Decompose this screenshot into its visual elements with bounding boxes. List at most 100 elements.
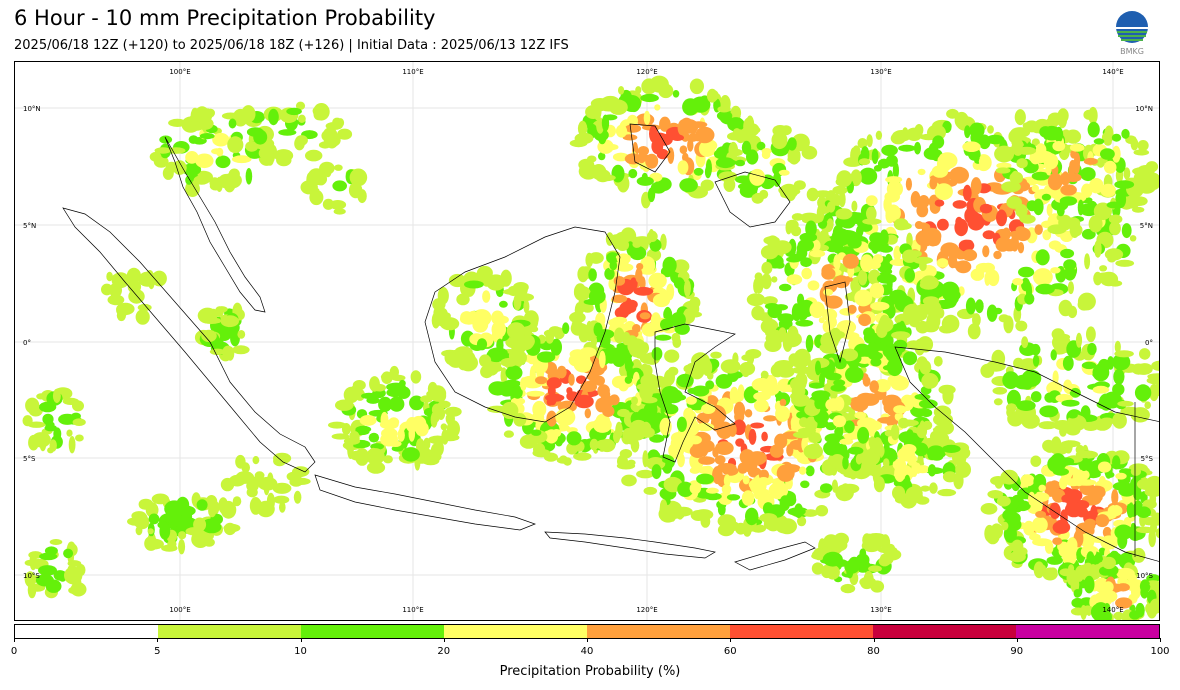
precip-cell: [337, 128, 353, 140]
precip-cell: [1146, 376, 1159, 385]
precip-cell: [661, 386, 679, 399]
precip-cell: [639, 312, 651, 320]
precip-cell: [1098, 589, 1118, 603]
map-canvas: 100°E 110°E 120°E 130°E 140°E 100°E 110°E 120°E…: [15, 62, 1159, 620]
precip-cell: [969, 122, 985, 139]
precip-cell: [1121, 223, 1132, 239]
precip-cell: [862, 376, 871, 387]
precip-cell: [696, 473, 714, 485]
precip-cell: [279, 501, 286, 513]
precip-cell: [1109, 221, 1121, 236]
precip-cell: [823, 440, 843, 456]
precipitation-field: [22, 75, 1159, 620]
precip-cell: [649, 125, 658, 143]
precip-cell: [1097, 461, 1112, 473]
precip-cell: [1003, 315, 1014, 334]
precip-cell: [196, 116, 204, 123]
precip-cell: [743, 117, 754, 136]
precip-cell: [274, 149, 294, 162]
precip-cell: [705, 159, 713, 177]
precip-cell: [1137, 140, 1149, 151]
precip-cell: [791, 303, 802, 322]
precip-cell: [1131, 363, 1146, 375]
precip-cell: [441, 429, 449, 445]
grid-label: 10°N: [1135, 105, 1153, 113]
precip-cell: [1059, 476, 1068, 490]
precip-cell: [656, 148, 669, 160]
precip-cell: [1114, 180, 1135, 189]
precip-cell: [1096, 157, 1105, 168]
precip-cell: [66, 429, 73, 437]
precip-cell: [1025, 120, 1039, 133]
grid-label: 140°E: [1102, 606, 1123, 614]
precip-cell: [389, 440, 402, 447]
colorbar-segment: [15, 625, 158, 638]
precip-cell: [1030, 455, 1042, 467]
precip-cell: [1127, 506, 1139, 517]
colorbar-label: Precipitation Probability (%): [499, 664, 681, 679]
precip-cell: [217, 325, 232, 341]
precip-cell: [836, 170, 853, 188]
precip-cell: [761, 431, 768, 442]
precip-cell: [332, 180, 348, 192]
precip-cell: [686, 362, 702, 374]
precip-cell: [1031, 184, 1039, 193]
precip-cell: [933, 356, 943, 367]
precip-cell: [1006, 389, 1021, 408]
precip-cell: [987, 125, 994, 134]
precip-cell: [745, 507, 759, 526]
colorbar-tick-label: 60: [723, 646, 737, 657]
precip-cell: [862, 218, 882, 225]
precip-cell: [1111, 145, 1121, 163]
precip-cell: [1047, 172, 1063, 191]
precip-cell: [858, 313, 871, 327]
precip-cell: [863, 327, 875, 338]
precip-cell: [859, 167, 878, 185]
precip-cell: [53, 570, 67, 581]
precip-cell: [735, 159, 746, 167]
precip-cell: [870, 357, 882, 367]
precip-cell: [75, 434, 84, 442]
chart-subtitle: 2025/06/18 12Z (+120) to 2025/06/18 18Z …: [14, 38, 569, 53]
precip-cell: [761, 148, 772, 155]
precip-cell: [1094, 240, 1102, 258]
precip-cell: [687, 387, 699, 394]
precip-cell: [1069, 143, 1085, 152]
precip-cell: [787, 507, 806, 516]
precip-cell: [936, 258, 949, 268]
precip-cell: [803, 509, 818, 517]
precip-cell: [531, 429, 542, 436]
precip-cell: [952, 200, 967, 209]
precip-cell: [775, 405, 790, 422]
precip-cell: [307, 168, 326, 186]
precip-cell: [227, 136, 244, 154]
precip-cell: [673, 277, 685, 289]
precip-cell: [556, 365, 567, 379]
precip-cell: [811, 239, 821, 252]
precip-cell: [500, 269, 512, 287]
precip-cell: [823, 534, 839, 549]
precip-cell: [776, 464, 795, 482]
precip-cell: [232, 345, 250, 355]
precip-cell: [566, 431, 582, 446]
colorbar-tick-label: 100: [1150, 646, 1170, 657]
precip-cell: [830, 454, 845, 469]
precip-cell: [1084, 565, 1104, 573]
precip-cell: [649, 434, 665, 443]
precip-cell: [758, 477, 770, 484]
precip-cell: [735, 438, 745, 447]
precip-cell: [1070, 149, 1077, 159]
precip-cell: [1033, 198, 1044, 216]
precip-cell: [843, 276, 853, 283]
precip-cell: [577, 266, 589, 283]
precip-cell: [821, 347, 838, 354]
precip-cell: [1041, 193, 1051, 201]
precip-cell: [52, 388, 61, 403]
precip-cell: [801, 145, 818, 160]
precip-cell: [1121, 128, 1130, 139]
precip-cell: [760, 370, 769, 380]
precip-cell: [161, 544, 178, 552]
precip-cell: [222, 345, 234, 360]
precip-cell: [1031, 171, 1050, 181]
precip-cell: [785, 221, 792, 235]
